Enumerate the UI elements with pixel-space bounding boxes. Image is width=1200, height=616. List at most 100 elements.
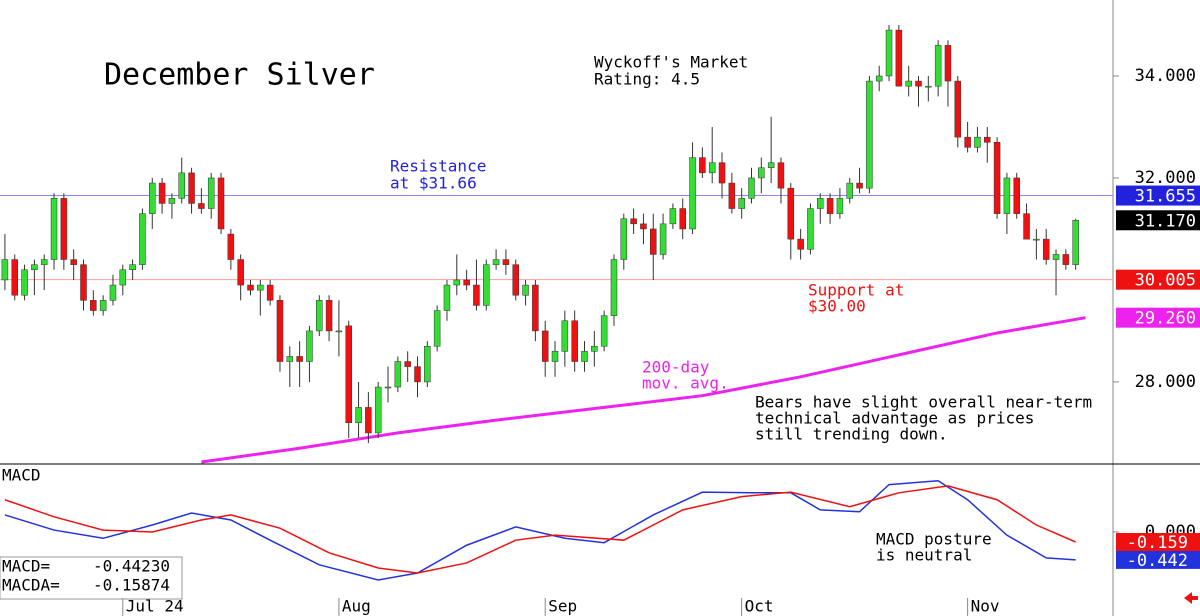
y-tick-label: 32.000 xyxy=(1135,168,1196,188)
candle-body xyxy=(1023,213,1030,240)
candle-body xyxy=(571,320,578,362)
candle-body xyxy=(561,320,569,352)
candle-body xyxy=(374,386,382,434)
macd-label: -0.442 xyxy=(1127,551,1188,571)
candle-body xyxy=(306,330,313,362)
candle-body xyxy=(532,284,539,332)
note: Resistance xyxy=(390,157,486,176)
candle-body xyxy=(748,177,755,199)
candle-body xyxy=(502,259,510,265)
candle-body xyxy=(316,300,323,332)
price-label: 29.260 xyxy=(1135,309,1196,329)
candle-body xyxy=(365,407,372,434)
candle-body xyxy=(669,208,677,225)
candle-body xyxy=(826,198,834,214)
candle-body xyxy=(925,85,932,88)
candle-body xyxy=(817,198,824,209)
candle-body xyxy=(591,345,598,352)
candle-body xyxy=(217,177,225,230)
candle-body xyxy=(581,351,588,362)
note: mov. avg. xyxy=(642,374,729,393)
price-label: 30.005 xyxy=(1135,271,1196,291)
note: Rating: 4.5 xyxy=(594,70,700,89)
candle-body xyxy=(1,259,9,281)
candle-body xyxy=(551,351,559,362)
candle-body xyxy=(620,218,628,260)
candle-body xyxy=(266,284,274,301)
candle-body xyxy=(149,182,156,214)
note: Wyckoff's Market xyxy=(594,53,748,72)
note: MACD posture xyxy=(876,530,992,549)
price-label-box xyxy=(1116,307,1200,328)
candle-body xyxy=(934,45,942,87)
candle-body xyxy=(99,300,107,311)
back-arrow[interactable] xyxy=(1184,592,1198,604)
candle-body xyxy=(541,330,549,362)
candle-body xyxy=(188,172,195,204)
candle-body xyxy=(630,218,637,225)
y-tick-label: 28.000 xyxy=(1135,372,1196,392)
price-label: 31.170 xyxy=(1135,211,1196,231)
candle-body xyxy=(679,208,686,230)
candle-body xyxy=(659,223,667,255)
candle-body xyxy=(119,269,127,286)
macd-label-box xyxy=(1116,550,1200,569)
candle-body xyxy=(1042,238,1050,260)
candle-body xyxy=(1062,254,1070,265)
candle-body xyxy=(158,182,166,204)
candle-body xyxy=(31,264,38,270)
candle-body xyxy=(875,75,883,82)
candle-body xyxy=(915,80,922,87)
candle-body xyxy=(345,325,352,423)
candle-body xyxy=(404,361,411,367)
candle-body xyxy=(718,162,726,184)
candle-body xyxy=(758,167,765,179)
candle-body xyxy=(463,279,470,286)
candle-body xyxy=(492,259,500,265)
macd-title: MACD xyxy=(2,466,41,485)
candle-body xyxy=(905,80,912,87)
note: is neutral xyxy=(876,546,972,565)
candle-body xyxy=(856,182,863,189)
price-label-box xyxy=(1116,210,1200,231)
readout-box xyxy=(0,556,183,600)
x-tick-label: Nov xyxy=(971,597,1000,616)
candle-body xyxy=(610,259,618,316)
candle-body xyxy=(80,264,87,301)
candle-body xyxy=(90,300,97,311)
candle-body xyxy=(109,284,117,301)
candle-body xyxy=(227,233,235,260)
candle-body xyxy=(286,356,294,362)
candle-body xyxy=(885,29,893,77)
candle-body xyxy=(895,29,903,87)
candle-body xyxy=(296,356,303,362)
candle-body xyxy=(797,238,804,250)
note: Bears have slight overall near-term xyxy=(755,393,1092,412)
moving-average xyxy=(201,316,1086,464)
candle-body xyxy=(60,198,68,260)
candle-body xyxy=(699,157,706,174)
candle-body xyxy=(807,208,814,250)
candle-body xyxy=(40,259,48,265)
candle-body xyxy=(335,330,343,333)
candle-body xyxy=(394,361,402,388)
candle-body xyxy=(257,284,264,291)
candle-body xyxy=(866,80,873,189)
candle-body xyxy=(708,162,716,174)
macd-label: -0.159 xyxy=(1127,533,1188,553)
chart-title: December Silver xyxy=(104,58,375,93)
candle-body xyxy=(355,407,362,423)
candle-body xyxy=(1033,238,1040,241)
candle-body xyxy=(846,182,853,199)
candle-body xyxy=(414,366,421,383)
candle-body xyxy=(384,386,392,389)
candle-body xyxy=(483,264,490,306)
candle-body xyxy=(738,198,745,209)
note: technical advantage as prices xyxy=(755,409,1034,428)
price-label-box xyxy=(1116,269,1200,290)
candle-body xyxy=(237,259,244,286)
readout-value: -0.44230 xyxy=(93,557,170,576)
candle-body xyxy=(168,198,176,204)
candle-body xyxy=(50,198,58,260)
